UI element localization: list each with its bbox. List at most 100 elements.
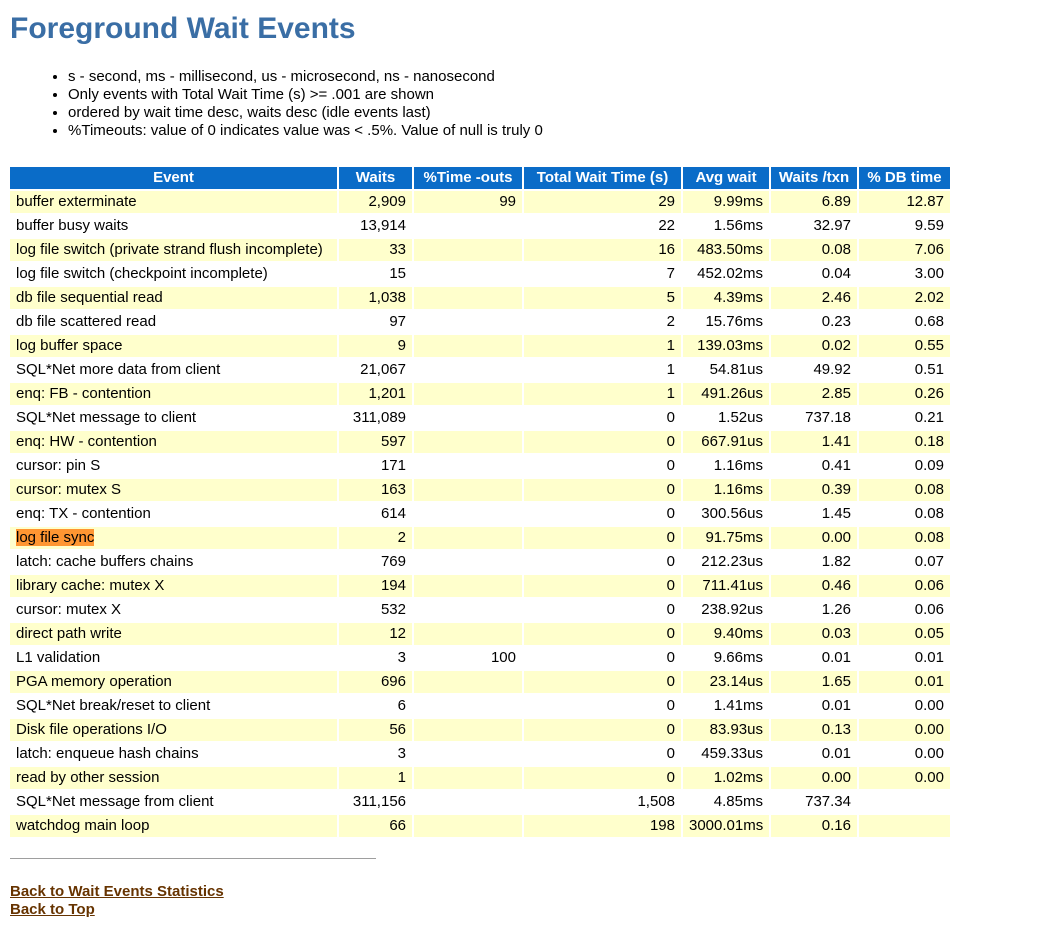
event-cell: log file switch (private strand flush in… [10, 239, 337, 261]
waits-per-txn-cell: 0.08 [771, 239, 857, 261]
waits-per-txn-cell: 0.16 [771, 815, 857, 837]
pct-db-time-cell: 0.21 [859, 407, 950, 429]
back-to-top-link[interactable]: Back to Top [10, 901, 95, 918]
pct-timeouts-cell [414, 383, 522, 405]
avg-wait-cell: 54.81us [683, 359, 769, 381]
avg-wait-cell: 459.33us [683, 743, 769, 765]
event-cell: db file scattered read [10, 311, 337, 333]
table-row: enq: HW - contention 597 0 667.91us 1.41 0.18 [10, 431, 950, 453]
total-wait-time-cell: 0 [524, 623, 681, 645]
page-title: Foreground Wait Events [10, 12, 356, 45]
total-wait-time-cell: 0 [524, 599, 681, 621]
waits-cell: 532 [339, 599, 412, 621]
total-wait-time-cell: 0 [524, 647, 681, 669]
pct-timeouts-cell [414, 287, 522, 309]
table-row: SQL*Net more data from client 21,067 1 54.8… [10, 359, 950, 381]
waits-cell: 12 [339, 623, 412, 645]
avg-wait-cell: 1.56ms [683, 215, 769, 237]
waits-cell: 171 [339, 455, 412, 477]
waits-per-txn-cell: 0.39 [771, 479, 857, 501]
pct-db-time-cell [859, 815, 950, 837]
event-cell: db file sequential read [10, 287, 337, 309]
pct-db-time-cell: 3.00 [859, 263, 950, 285]
total-wait-time-cell: 16 [524, 239, 681, 261]
avg-wait-cell: 139.03ms [683, 335, 769, 357]
pct-timeouts-cell [414, 479, 522, 501]
table-header-row: Event Waits %Time -outs Total Wait Time (s)… [10, 167, 950, 189]
avg-wait-cell: 491.26us [683, 383, 769, 405]
waits-per-txn-cell: 0.04 [771, 263, 857, 285]
table-row: cursor: mutex S 163 0 1.16ms 0.39 0.08 [10, 479, 950, 501]
pct-timeouts-cell [414, 215, 522, 237]
total-wait-time-cell: 0 [524, 527, 681, 549]
event-cell: PGA memory operation [10, 671, 337, 693]
waits-cell: 597 [339, 431, 412, 453]
waits-per-txn-cell: 737.18 [771, 407, 857, 429]
column-header-pct-db-time: % DB time [859, 167, 950, 189]
waits-per-txn-cell: 0.23 [771, 311, 857, 333]
pct-db-time-cell: 0.00 [859, 695, 950, 717]
table-row: read by other session 1 0 1.02ms 0.00 0.00 [10, 767, 950, 789]
pct-db-time-cell: 0.06 [859, 575, 950, 597]
pct-db-time-cell: 0.07 [859, 551, 950, 573]
pct-timeouts-cell: 99 [414, 191, 522, 213]
table-row: latch: cache buffers chains 769 0 212.23us 1… [10, 551, 950, 573]
waits-cell: 163 [339, 479, 412, 501]
waits-cell: 1,038 [339, 287, 412, 309]
total-wait-time-cell: 0 [524, 695, 681, 717]
waits-per-txn-cell: 0.13 [771, 719, 857, 741]
waits-cell: 194 [339, 575, 412, 597]
pct-timeouts-cell [414, 311, 522, 333]
total-wait-time-cell: 0 [524, 575, 681, 597]
avg-wait-cell: 483.50ms [683, 239, 769, 261]
waits-per-txn-cell: 6.89 [771, 191, 857, 213]
table-row: log file switch (private strand flush in… [10, 239, 950, 261]
event-cell: cursor: mutex X [10, 599, 337, 621]
total-wait-time-cell: 1 [524, 335, 681, 357]
pct-db-time-cell: 0.01 [859, 671, 950, 693]
back-to-wait-events-statistics-link[interactable]: Back to Wait Events Statistics [10, 883, 224, 900]
waits-per-txn-cell: 1.45 [771, 503, 857, 525]
avg-wait-cell: 1.16ms [683, 479, 769, 501]
note-item: s - second, ms - millisecond, us - micro… [68, 68, 1039, 86]
notes-list: s - second, ms - millisecond, us - micro… [8, 68, 1039, 140]
event-cell: latch: enqueue hash chains [10, 743, 337, 765]
avg-wait-cell: 667.91us [683, 431, 769, 453]
pct-timeouts-cell [414, 719, 522, 741]
waits-per-txn-cell: 1.41 [771, 431, 857, 453]
pct-db-time-cell: 7.06 [859, 239, 950, 261]
avg-wait-cell: 9.40ms [683, 623, 769, 645]
table-row: Disk file operations I/O 56 0 83.93us 0.13 0.… [10, 719, 950, 741]
waits-cell: 66 [339, 815, 412, 837]
event-cell: SQL*Net message to client [10, 407, 337, 429]
table-row: watchdog main loop 66 198 3000.01ms 0.16 [10, 815, 950, 837]
pct-db-time-cell [859, 791, 950, 813]
total-wait-time-cell: 0 [524, 671, 681, 693]
pct-timeouts-cell [414, 599, 522, 621]
pct-timeouts-cell [414, 503, 522, 525]
waits-cell: 56 [339, 719, 412, 741]
pct-timeouts-cell [414, 335, 522, 357]
pct-db-time-cell: 0.01 [859, 647, 950, 669]
total-wait-time-cell: 0 [524, 743, 681, 765]
waits-cell: 2 [339, 527, 412, 549]
waits-per-txn-cell: 32.97 [771, 215, 857, 237]
column-header-waits-per-txn: Waits /txn [771, 167, 857, 189]
waits-cell: 311,089 [339, 407, 412, 429]
pct-db-time-cell: 12.87 [859, 191, 950, 213]
event-cell: latch: cache buffers chains [10, 551, 337, 573]
waits-cell: 769 [339, 551, 412, 573]
total-wait-time-cell: 0 [524, 479, 681, 501]
waits-per-txn-cell: 0.03 [771, 623, 857, 645]
pct-timeouts-cell [414, 407, 522, 429]
pct-timeouts-cell [414, 767, 522, 789]
table-row: library cache: mutex X 194 0 711.41us 0.46 0.… [10, 575, 950, 597]
event-cell: enq: TX - contention [10, 503, 337, 525]
event-cell: log file switch (checkpoint incomplete) [10, 263, 337, 285]
avg-wait-cell: 23.14us [683, 671, 769, 693]
waits-cell: 13,914 [339, 215, 412, 237]
pct-db-time-cell: 0.09 [859, 455, 950, 477]
total-wait-time-cell: 0 [524, 455, 681, 477]
pct-timeouts-cell [414, 455, 522, 477]
avg-wait-cell: 3000.01ms [683, 815, 769, 837]
